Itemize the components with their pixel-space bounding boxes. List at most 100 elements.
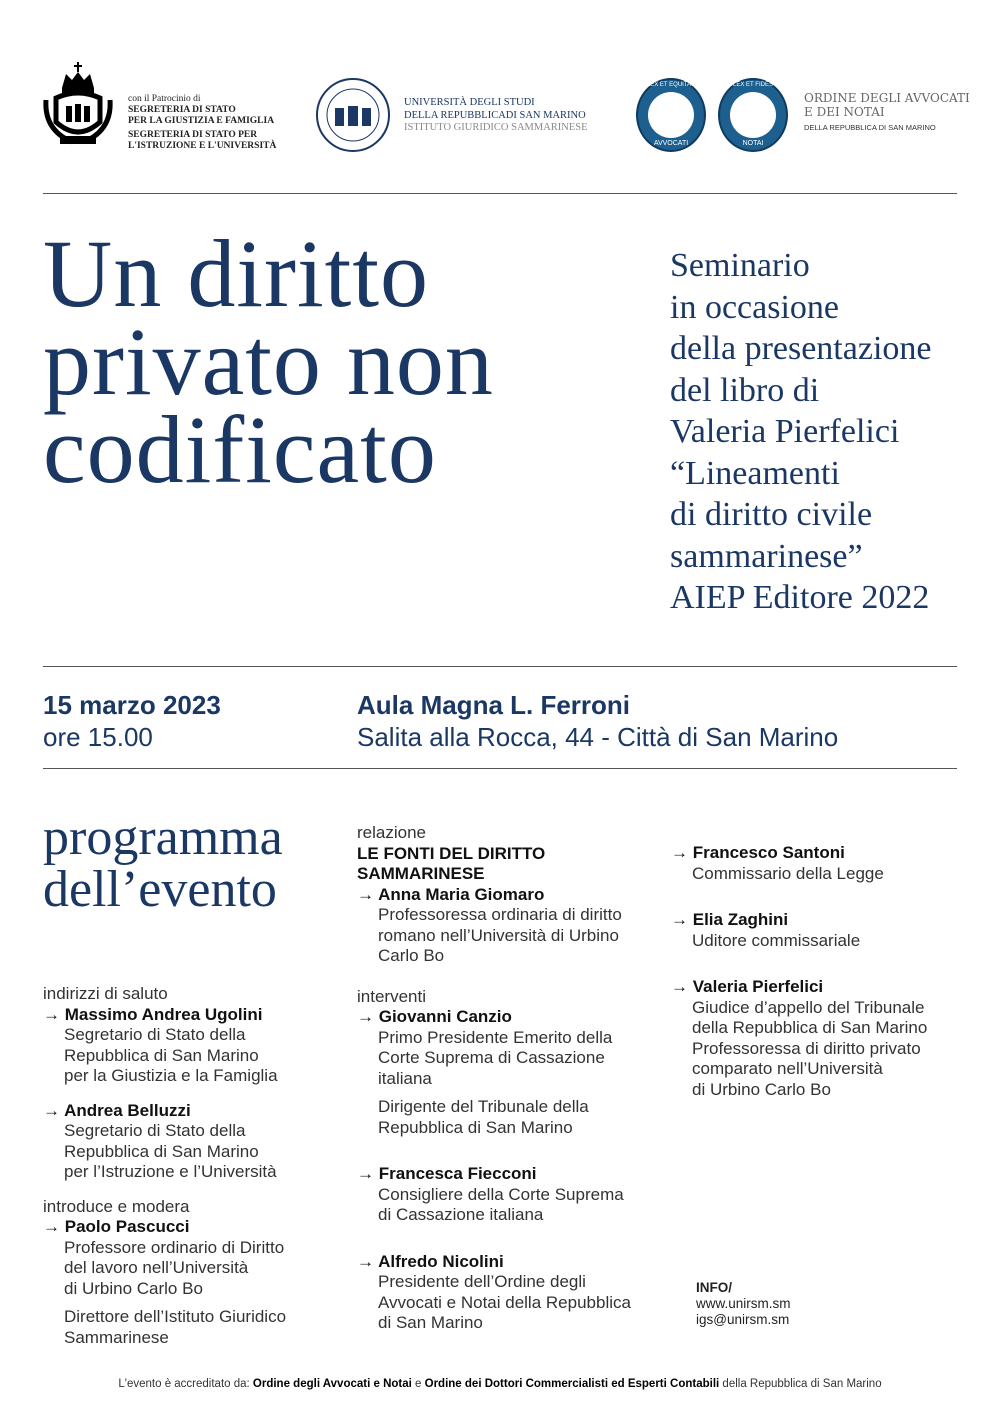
speaker-name: Elia Zaghini bbox=[671, 910, 961, 931]
speaker-name: Anna Maria Giomaro bbox=[357, 885, 657, 906]
desc-line: Segretario di Stato della bbox=[64, 1121, 246, 1140]
speaker-desc: Primo Presidente Emerito della Corte Sup… bbox=[357, 1028, 657, 1139]
speaker-name: Francesco Santoni bbox=[671, 843, 961, 864]
patronage-line: SEGRETERIA DI STATO bbox=[128, 105, 236, 115]
desc-line: Avvocati e Notai della Repubblica bbox=[378, 1292, 631, 1312]
event-when: 15 marzo 2023 ore 15.00 bbox=[43, 689, 221, 753]
title-line: privato non bbox=[43, 308, 494, 415]
desc-line: Repubblica di San Marino bbox=[64, 1045, 259, 1065]
subtitle-line: della presentazione bbox=[670, 330, 932, 367]
university-line: ISTITUTO GIURIDICO SAMMARINESE bbox=[404, 122, 588, 133]
desc-line: di San Marino bbox=[378, 1313, 483, 1332]
desc-line: Uditore commissariale bbox=[692, 930, 861, 950]
event-time: ore 15.00 bbox=[43, 722, 153, 752]
program-column-3: Francesco Santoni Commissario della Legg… bbox=[671, 843, 961, 1100]
desc-line: Segretario di Stato della bbox=[64, 1025, 246, 1044]
seal-text: AVVOCATI bbox=[653, 140, 689, 147]
report-title: LE FONTI DEL DIRITTO bbox=[357, 843, 546, 863]
ordine-line: ORDINE DEGLI AVVOCATI bbox=[804, 91, 970, 105]
divider bbox=[43, 768, 957, 769]
subtitle-line: AIEP Editore 2022 bbox=[670, 579, 930, 616]
avvocati-seal: AVVOCATI LEX ET EQUITAS bbox=[636, 78, 706, 152]
desc-line: Sammarinese bbox=[64, 1327, 169, 1347]
subtitle: Seminario in occasione della presentazio… bbox=[670, 245, 931, 619]
info-label: INFO/ bbox=[696, 1280, 732, 1295]
subtitle-line: sammarinese” bbox=[670, 537, 863, 575]
desc-line: romano nell’Università di Urbino bbox=[378, 925, 619, 945]
main-title: Un diritto privato non codificato bbox=[43, 220, 494, 503]
university-line: DELLA REPUBBLICADI SAN MARINO bbox=[404, 109, 586, 121]
subtitle-line: “Lineamenti bbox=[670, 454, 840, 492]
desc-line: del lavoro nell’Università bbox=[64, 1258, 249, 1277]
subtitle-line: di diritto civile bbox=[670, 496, 873, 533]
desc-line: Primo Presidente Emerito della bbox=[378, 1027, 613, 1047]
section-label: interventi bbox=[357, 986, 426, 1006]
desc-line: Giudice d’appello del Tribunale bbox=[692, 997, 925, 1017]
footer-text: e bbox=[415, 1378, 422, 1390]
program-heading-line: dell’evento bbox=[43, 861, 277, 918]
speaker-desc: Segretario di Stato della Repubblica di … bbox=[43, 1025, 333, 1087]
university-line: UNIVERSITÀ DEGLI STUDI bbox=[404, 97, 535, 108]
footer-text: L'evento è accreditato da: bbox=[118, 1378, 250, 1390]
subtitle-line: del libro di bbox=[670, 371, 820, 409]
seal-text: LEX ET FIDES bbox=[733, 82, 773, 88]
desc-line: della Repubblica di San Marino bbox=[692, 1018, 928, 1037]
desc-line: Repubblica di San Marino bbox=[64, 1141, 259, 1161]
footer-org: Ordine dei Dottori Commercialisti ed Esp… bbox=[424, 1378, 720, 1390]
footer-text: della Repubblica di San Marino bbox=[722, 1378, 882, 1390]
desc-line: Consigliere della Corte Suprema bbox=[378, 1184, 624, 1204]
desc-line: Carlo Bo bbox=[378, 946, 445, 965]
title-line: codificato bbox=[43, 396, 437, 503]
desc-line: comparato nell’Università bbox=[692, 1059, 883, 1078]
report-title: SAMMARINESE bbox=[357, 864, 485, 883]
program-column-1: indirizzi di saluto Massimo Andrea Ugoli… bbox=[43, 984, 333, 1348]
speaker-desc: Consigliere della Corte Suprema di Cassa… bbox=[357, 1185, 657, 1226]
section-label: relazione bbox=[357, 823, 426, 842]
notai-seal: NOTAI LEX ET FIDES bbox=[718, 78, 788, 152]
patronage-line: SEGRETERIA DI STATO PER bbox=[128, 130, 258, 140]
info-website-link[interactable]: www.unirsm.sm bbox=[696, 1296, 791, 1311]
program-column-2: relazione LE FONTI DEL DIRITTO SAMMARINE… bbox=[357, 823, 657, 1334]
desc-line: di Cassazione italiana bbox=[378, 1205, 544, 1224]
speaker-name: Alfredo Nicolini bbox=[357, 1252, 657, 1273]
event-date: 15 marzo 2023 bbox=[43, 690, 221, 720]
speaker-name: Valeria Pierfelici bbox=[671, 977, 961, 998]
speaker-name: Massimo Andrea Ugolini bbox=[43, 1005, 333, 1026]
divider bbox=[43, 193, 957, 194]
speaker-name: Giovanni Canzio bbox=[357, 1007, 657, 1028]
speaker-desc: Giudice d’appello del Tribunale della Re… bbox=[671, 998, 961, 1101]
desc-line: Professoressa di diritto privato bbox=[692, 1038, 921, 1058]
seal-text: LEX ET EQUITAS bbox=[646, 82, 696, 88]
event-venue: Aula Magna L. Ferroni bbox=[357, 690, 631, 720]
patronage-text: con il Patrocinio di SEGRETERIA DI STATO… bbox=[128, 94, 276, 152]
ordine-text: ORDINE DEGLI AVVOCATI E DEI NOTAI DELLA … bbox=[804, 91, 970, 133]
event-where: Aula Magna L. Ferroni Salita alla Rocca,… bbox=[357, 689, 838, 753]
desc-line: per l’Istruzione e l’Università bbox=[64, 1162, 277, 1181]
section-label: introduce e modera bbox=[43, 1196, 190, 1216]
san-marino-emblem bbox=[42, 60, 114, 150]
desc-line: Professore ordinario di Diritto bbox=[64, 1237, 285, 1257]
subtitle-line: in occasione bbox=[670, 288, 839, 326]
desc-line: italiana bbox=[378, 1068, 432, 1088]
desc-line: di Urbino Carlo Bo bbox=[692, 1079, 831, 1099]
patronage-line: PER LA GIUSTIZIA E FAMIGLIA bbox=[128, 116, 275, 126]
info-block: INFO/ www.unirsm.sm igs@unirsm.sm bbox=[696, 1280, 791, 1328]
desc-line: Presidente dell’Ordine degli bbox=[378, 1272, 586, 1291]
title-line: Un diritto bbox=[43, 220, 429, 327]
speaker-desc: Uditore commissariale bbox=[671, 931, 961, 952]
subtitle-line: Valeria Pierfelici bbox=[670, 413, 900, 450]
section-label: indirizzi di saluto bbox=[43, 984, 168, 1003]
desc-line: di Urbino Carlo Bo bbox=[64, 1278, 203, 1298]
patronage-intro: con il Patrocinio di bbox=[128, 94, 201, 104]
speaker-desc: Professore ordinario di Diritto del lavo… bbox=[43, 1238, 333, 1349]
desc-line: Repubblica di San Marino bbox=[378, 1117, 573, 1137]
ordine-line: DELLA REPUBBLICA DI SAN MARINO bbox=[804, 123, 936, 132]
desc-line: Professoressa ordinaria di diritto bbox=[378, 905, 622, 924]
subtitle-line: Seminario bbox=[670, 247, 810, 284]
university-text: UNIVERSITÀ DEGLI STUDI DELLA REPUBBLICAD… bbox=[404, 97, 588, 135]
speaker-desc: Segretario di Stato della Repubblica di … bbox=[43, 1121, 333, 1183]
info-email-link[interactable]: igs@unirsm.sm bbox=[696, 1312, 790, 1327]
footer-org: Ordine degli Avvocati e Notai bbox=[252, 1378, 412, 1390]
desc-line: Dirigente del Tribunale della bbox=[378, 1097, 589, 1116]
divider bbox=[43, 666, 957, 667]
